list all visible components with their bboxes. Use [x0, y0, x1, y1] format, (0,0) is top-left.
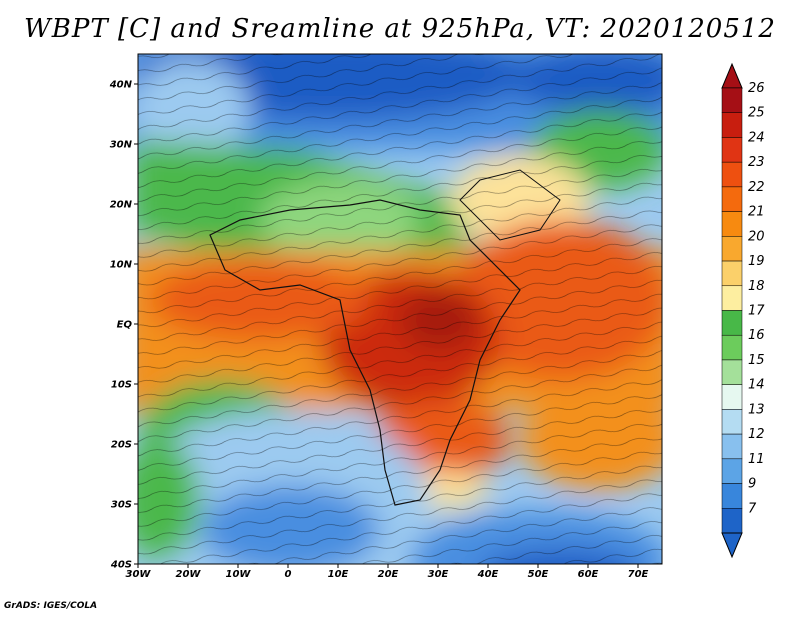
colorbar-label: 23	[748, 155, 765, 170]
lon-tick-label: 60E	[578, 569, 599, 580]
colorbar-top-arrow	[721, 62, 743, 89]
colorbar-swatch	[721, 483, 743, 509]
lat-tick-label: 20N	[110, 200, 133, 211]
colorbar-label: 17	[748, 304, 765, 319]
lon-tick-label: 0	[285, 569, 292, 580]
colorbar-swatch	[721, 409, 743, 435]
colorbar-label: 19	[748, 254, 765, 269]
colorbar-swatch	[721, 112, 743, 138]
colorbar-label: 9	[748, 477, 756, 492]
colorbar-label: 16	[748, 328, 765, 343]
colorbar-label: 26	[748, 81, 765, 96]
colorbar-swatch	[721, 87, 743, 113]
colorbar-swatch	[721, 384, 743, 410]
arabia-coastline	[459, 169, 561, 241]
colorbar-swatch	[721, 310, 743, 336]
wbpt-field	[138, 54, 662, 564]
colorbar-swatch	[721, 186, 743, 212]
grads-credit: GrADS: IGES/COLA	[4, 601, 98, 611]
lon-tick-label: 70E	[628, 569, 649, 580]
lat-tick-label: 30S	[111, 500, 132, 511]
colorbar-label: 18	[748, 279, 765, 294]
colorbar-label: 14	[748, 378, 765, 393]
colorbar-label: 25	[748, 106, 765, 121]
lat-tick-label: 10N	[110, 260, 133, 271]
lat-tick-label: 40N	[109, 80, 133, 91]
colorbar-bottom-arrow	[721, 532, 743, 559]
colorbar-label: 21	[748, 205, 765, 220]
africa-coastline	[209, 199, 521, 506]
colorbar-swatch	[721, 433, 743, 460]
colorbar: 26 25 24 23 22 21 20 19 18 17 16 15 14 13 12 11 9 7	[721, 62, 765, 559]
lon-tick-label: 30W	[126, 569, 152, 580]
colorbar-label: 20	[748, 229, 765, 244]
lat-tick-label: 40S	[110, 560, 132, 571]
colorbar-swatch	[721, 236, 743, 262]
longitude-axis: 30W 20W 10W 0 10E 20E 30E 40E 50E 60E 70E	[126, 564, 649, 580]
plot-frame	[137, 53, 663, 565]
colorbar-label: 12	[748, 427, 765, 442]
lon-tick-label: 20W	[176, 569, 202, 580]
lat-tick-label: 30N	[110, 140, 133, 151]
colorbar-swatch	[721, 137, 743, 163]
lon-tick-label: 20E	[378, 569, 399, 580]
lat-tick-label: EQ	[117, 320, 133, 331]
colorbar-swatch	[721, 334, 743, 361]
lat-tick-label: 20S	[111, 440, 132, 451]
map-title: WBPT [C] and Sreamline at 925hPa, VT: 20…	[24, 14, 776, 44]
lon-tick-label: 50E	[528, 569, 549, 580]
colorbar-label: 24	[748, 130, 765, 145]
lon-tick-label: 10E	[328, 569, 349, 580]
colorbar-label: 7	[748, 501, 757, 516]
lon-tick-label: 40E	[477, 569, 499, 580]
colorbar-swatch	[721, 508, 743, 534]
latitude-axis: 40N 30N 20N 10N EQ 10S 20S 30S 40S	[109, 80, 138, 571]
colorbar-swatch	[721, 285, 743, 311]
colorbar-swatch	[721, 260, 743, 287]
colorbar-label: 11	[748, 452, 765, 467]
colorbar-label: 15	[748, 353, 765, 368]
colorbar-swatch	[721, 211, 743, 237]
lon-tick-label: 30E	[428, 569, 449, 580]
lon-tick-label: 10W	[226, 569, 252, 580]
colorbar-label: 13	[748, 402, 765, 417]
colorbar-swatch	[721, 161, 743, 188]
colorbar-swatch	[721, 458, 743, 484]
lat-tick-label: 10S	[111, 380, 132, 391]
streamlines	[138, 54, 662, 564]
colorbar-label: 22	[748, 180, 765, 195]
colorbar-swatch	[721, 359, 743, 385]
